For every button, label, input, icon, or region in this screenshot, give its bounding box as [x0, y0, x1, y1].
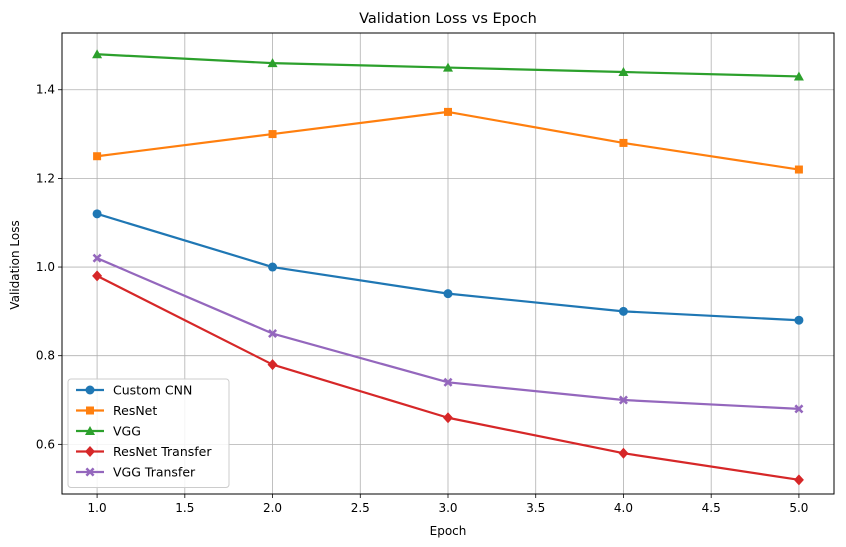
- data-point: [267, 58, 278, 68]
- y-tick-label: 1.4: [36, 83, 55, 97]
- data-point: [794, 404, 804, 414]
- series-resnet: [93, 107, 803, 174]
- data-point: [619, 138, 628, 147]
- legend-item: VGG Transfer: [76, 465, 196, 480]
- data-point: [443, 62, 453, 72]
- legend-box: [67, 378, 230, 488]
- x-tick-label: 5.0: [789, 501, 808, 515]
- data-point: [443, 377, 453, 387]
- series-vgg: [92, 49, 804, 81]
- data-point: [444, 107, 452, 116]
- series-layer: [92, 49, 804, 486]
- x-tick-label: 1.5: [175, 501, 194, 515]
- data-point: [92, 253, 102, 263]
- legend-label: ResNet Transfer: [113, 444, 212, 459]
- x-tick-label: 3.0: [438, 501, 457, 515]
- legend-marker: [86, 406, 94, 415]
- legend-marker: [85, 467, 95, 477]
- legend-label: VGG: [113, 424, 141, 439]
- chart-title: Validation Loss vs Epoch: [359, 11, 537, 27]
- data-point: [268, 262, 278, 272]
- x-tick-label: 2.0: [263, 501, 282, 515]
- x-tick-label: 1.0: [88, 501, 107, 515]
- data-point: [793, 71, 804, 81]
- x-tick-label: 3.5: [526, 501, 545, 515]
- x-tick-label: 4.0: [614, 501, 633, 515]
- data-point: [618, 306, 628, 316]
- legend-marker: [85, 385, 95, 395]
- y-tick-label: 0.8: [36, 349, 55, 363]
- data-point: [793, 474, 804, 486]
- y-tick-label: 1.2: [36, 171, 55, 185]
- legend-label: Custom CNN: [113, 383, 192, 398]
- data-point: [618, 395, 628, 405]
- legend: Custom CNN ResNet VGG ResNet Transfer VGG Tr…: [67, 378, 230, 488]
- series-vgg-transfer: [92, 253, 804, 414]
- data-point: [794, 165, 803, 174]
- data-point: [618, 447, 629, 459]
- series-custom-cnn: [92, 209, 804, 325]
- data-point: [267, 359, 278, 371]
- data-point: [92, 209, 102, 219]
- series-resnet-transfer: [92, 270, 804, 486]
- data-point: [268, 130, 277, 139]
- data-point: [443, 289, 453, 299]
- grid: [62, 33, 834, 494]
- legend-item: ResNet Transfer: [76, 444, 212, 459]
- legend-label: ResNet: [113, 403, 157, 418]
- data-point: [268, 329, 278, 339]
- data-point: [618, 67, 629, 77]
- data-point: [92, 270, 103, 282]
- legend-item: VGG: [76, 424, 141, 439]
- y-tick-label: 0.6: [36, 437, 55, 451]
- x-tick-label: 2.5: [351, 501, 370, 515]
- data-point: [794, 315, 804, 325]
- legend-label: VGG Transfer: [113, 465, 196, 480]
- data-point: [92, 49, 103, 59]
- y-tick-label: 1.0: [36, 260, 55, 274]
- legend-item: ResNet: [76, 403, 157, 418]
- data-point: [443, 412, 453, 424]
- x-axis-title: Epoch: [430, 524, 467, 538]
- legend-marker: [85, 446, 95, 457]
- legend-marker: [85, 426, 95, 435]
- x-tick-label: 4.5: [702, 501, 721, 515]
- data-point: [93, 152, 102, 161]
- legend-item: Custom CNN: [76, 383, 192, 398]
- axis-ticks: 1.0 1.5 2.0 2.5 3.0 3.5 4.0 4.5 5.0 0.6 0.8 1.0 1.2 1…: [36, 83, 809, 515]
- y-axis-title: Validation Loss: [8, 220, 22, 309]
